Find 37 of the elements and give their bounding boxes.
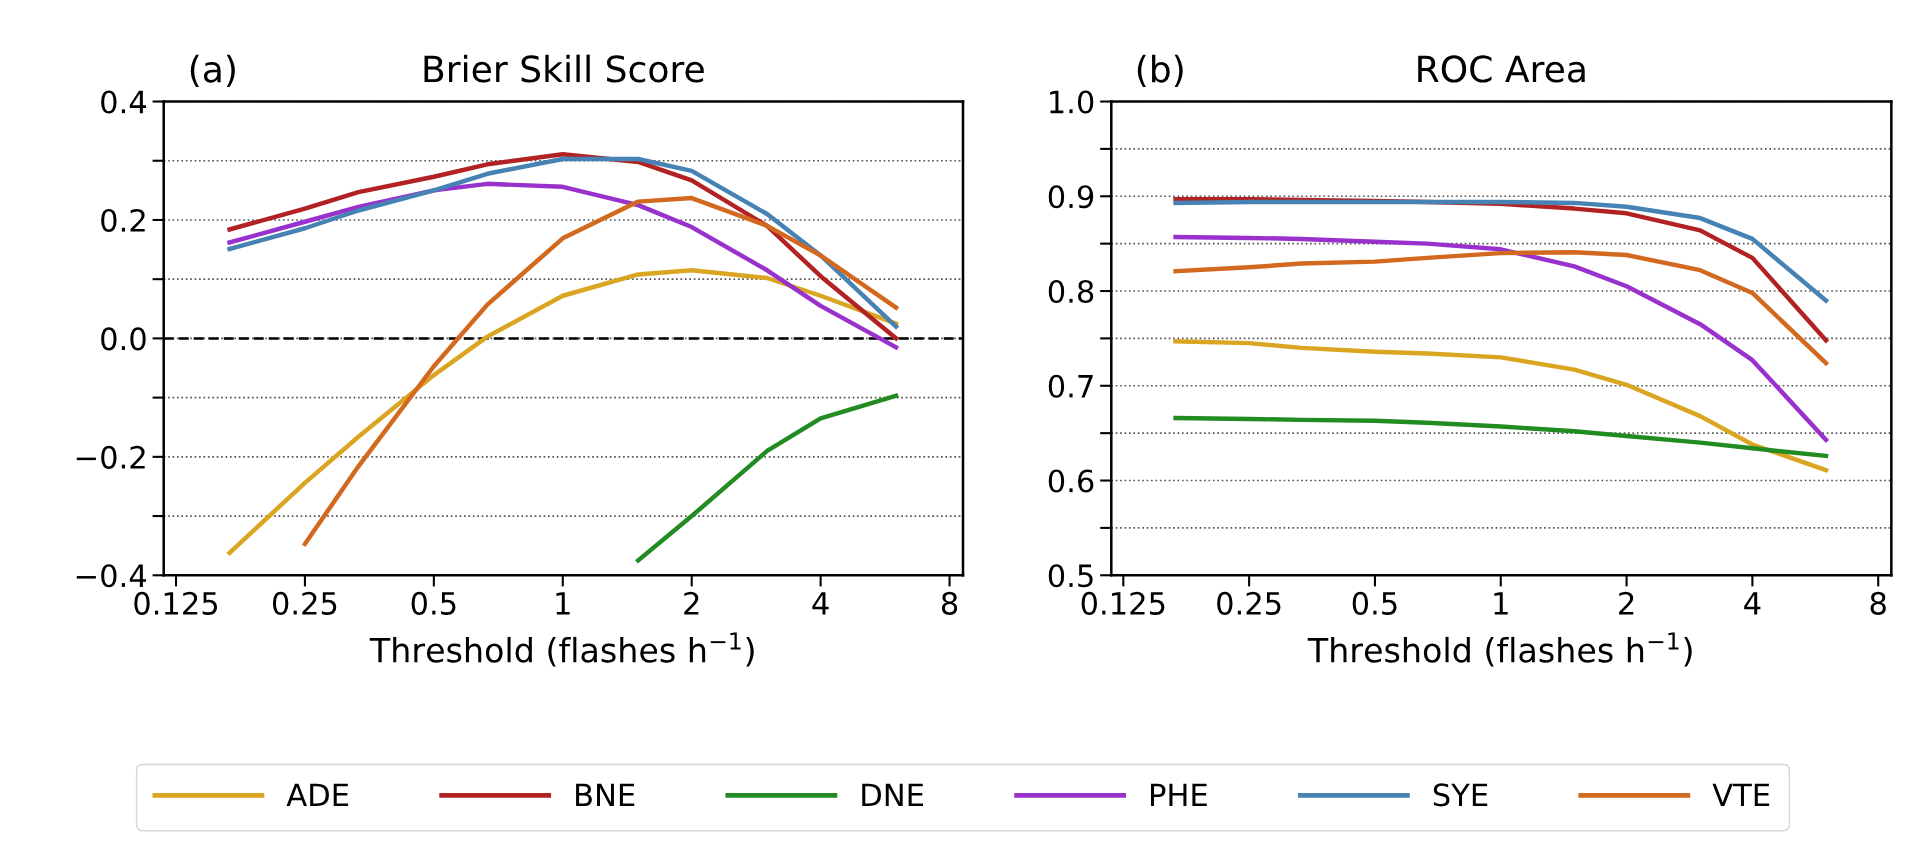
legend-label: DNE (862, 783, 924, 807)
y-tick-label: 0.9 (1048, 185, 1094, 209)
y-tick-label: 1.0 (1050, 90, 1094, 114)
y-tick-label: 0.7 (1048, 374, 1093, 398)
y-tick-label: 0.2 (101, 208, 145, 232)
text: (b) (1137, 54, 1183, 87)
chart-title: Brier Skill Score (424, 54, 704, 83)
x-tick-label: 4 (1744, 592, 1761, 615)
y-tick-label: −0.4 (76, 564, 147, 588)
x-tick-label: 0.5 (411, 591, 456, 615)
x-tick-label: 1 (1494, 592, 1508, 615)
y-tick-label: 0.6 (1048, 469, 1094, 493)
text: (a) (190, 54, 235, 87)
y-tick-label: 0.5 (1048, 564, 1093, 588)
y-tick-label: −0.2 (76, 445, 145, 469)
x-tick-label: 0.25 (1217, 591, 1281, 615)
x-tick-label: 0.125 (1081, 591, 1165, 615)
x-tick-label: 8 (941, 591, 958, 615)
x-tick-label: 0.25 (272, 591, 337, 615)
x-axis-title: Threshold (flashes h$^{−1}$) (369, 632, 754, 667)
x-tick-label: 8 (1870, 591, 1886, 615)
legend-label: VTE (1712, 783, 1770, 807)
legend-label: ADE (286, 783, 349, 807)
legend-label: SYE (1433, 783, 1488, 807)
y-tick-label: 0.8 (1048, 279, 1094, 304)
x-tick-label: 0.125 (134, 591, 218, 615)
chart-title: ROC Area (1418, 55, 1585, 83)
x-tick-label: 2 (684, 591, 699, 615)
legend-label: BNE (576, 783, 635, 807)
x-tick-label: 2 (1619, 591, 1634, 615)
x-axis-title: Threshold (flashes h$^{−1}$) (1307, 632, 1692, 667)
y-tick-label: 0.0 (101, 327, 146, 351)
legend-label: PHE (1151, 783, 1207, 807)
x-tick-label: 1 (556, 592, 570, 615)
x-tick-label: 4 (812, 592, 829, 615)
x-tick-label: 0.5 (1352, 591, 1397, 615)
y-tick-label: 0.4 (101, 90, 147, 114)
